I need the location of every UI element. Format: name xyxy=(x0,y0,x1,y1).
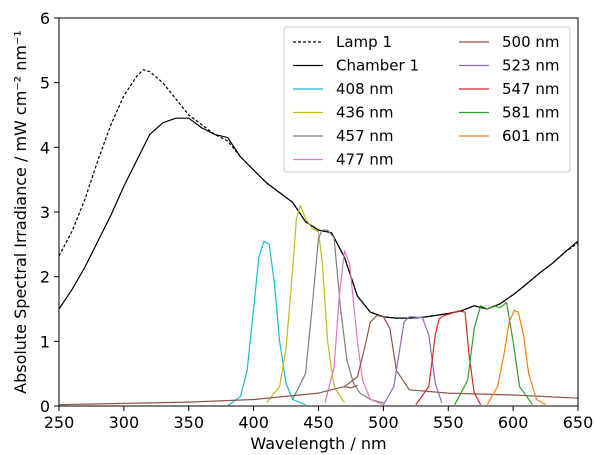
series-line-500-nm xyxy=(59,314,578,406)
legend-label: Chamber 1 xyxy=(336,57,419,75)
x-tick-label: 650 xyxy=(563,413,594,432)
x-axis: 250 300 350 400 450 500 550 600 650 xyxy=(44,406,594,432)
y-tick-label: 6 xyxy=(40,9,50,28)
legend-label: 436 nm xyxy=(336,104,394,122)
y-tick-label: 5 xyxy=(40,74,50,93)
x-tick-label: 300 xyxy=(109,413,140,432)
series-line-601-nm xyxy=(486,309,546,406)
series-line-523-nm xyxy=(382,316,443,405)
series-line-477-nm xyxy=(324,250,384,406)
y-tick-label: 4 xyxy=(40,138,50,157)
legend-label: 581 nm xyxy=(502,104,560,122)
legend-label: 523 nm xyxy=(502,57,560,75)
x-axis-title: Wavelength / nm xyxy=(250,434,386,453)
legend-label: 408 nm xyxy=(336,80,394,98)
legend-label: 547 nm xyxy=(502,80,560,98)
legend-box xyxy=(283,26,571,173)
series-line-457-nm xyxy=(292,229,384,404)
y-tick-label: 2 xyxy=(40,268,50,287)
series-line-547-nm xyxy=(415,310,482,406)
series-line-581-nm xyxy=(454,301,534,406)
y-axis-title: Absolute Spectral Irradiance / mW cm⁻² n… xyxy=(11,30,30,394)
legend-label: 500 nm xyxy=(502,33,560,51)
x-tick-label: 500 xyxy=(368,413,399,432)
legend-label: 601 nm xyxy=(502,127,560,145)
series-line-436-nm xyxy=(266,204,346,404)
legend: Lamp 1 Chamber 1 408 nm 436 nm 457 nm 477 nm 5… xyxy=(283,26,571,173)
x-tick-label: 350 xyxy=(173,413,204,432)
x-tick-label: 600 xyxy=(498,413,529,432)
series-line-extra-11 xyxy=(344,384,358,389)
legend-label: Lamp 1 xyxy=(336,33,392,51)
x-tick-label: 400 xyxy=(238,413,269,432)
legend-label: 477 nm xyxy=(336,151,394,169)
x-tick-label: 550 xyxy=(433,413,464,432)
y-tick-label: 0 xyxy=(40,397,50,416)
legend-label: 457 nm xyxy=(336,127,394,145)
series-line-408-nm xyxy=(227,240,306,406)
x-tick-label: 450 xyxy=(303,413,334,432)
y-tick-label: 3 xyxy=(40,203,50,222)
y-tick-label: 1 xyxy=(40,332,50,351)
y-axis: 0 1 2 3 4 5 6 xyxy=(40,9,59,416)
x-tick-label: 250 xyxy=(44,413,75,432)
series-layer xyxy=(59,69,578,406)
